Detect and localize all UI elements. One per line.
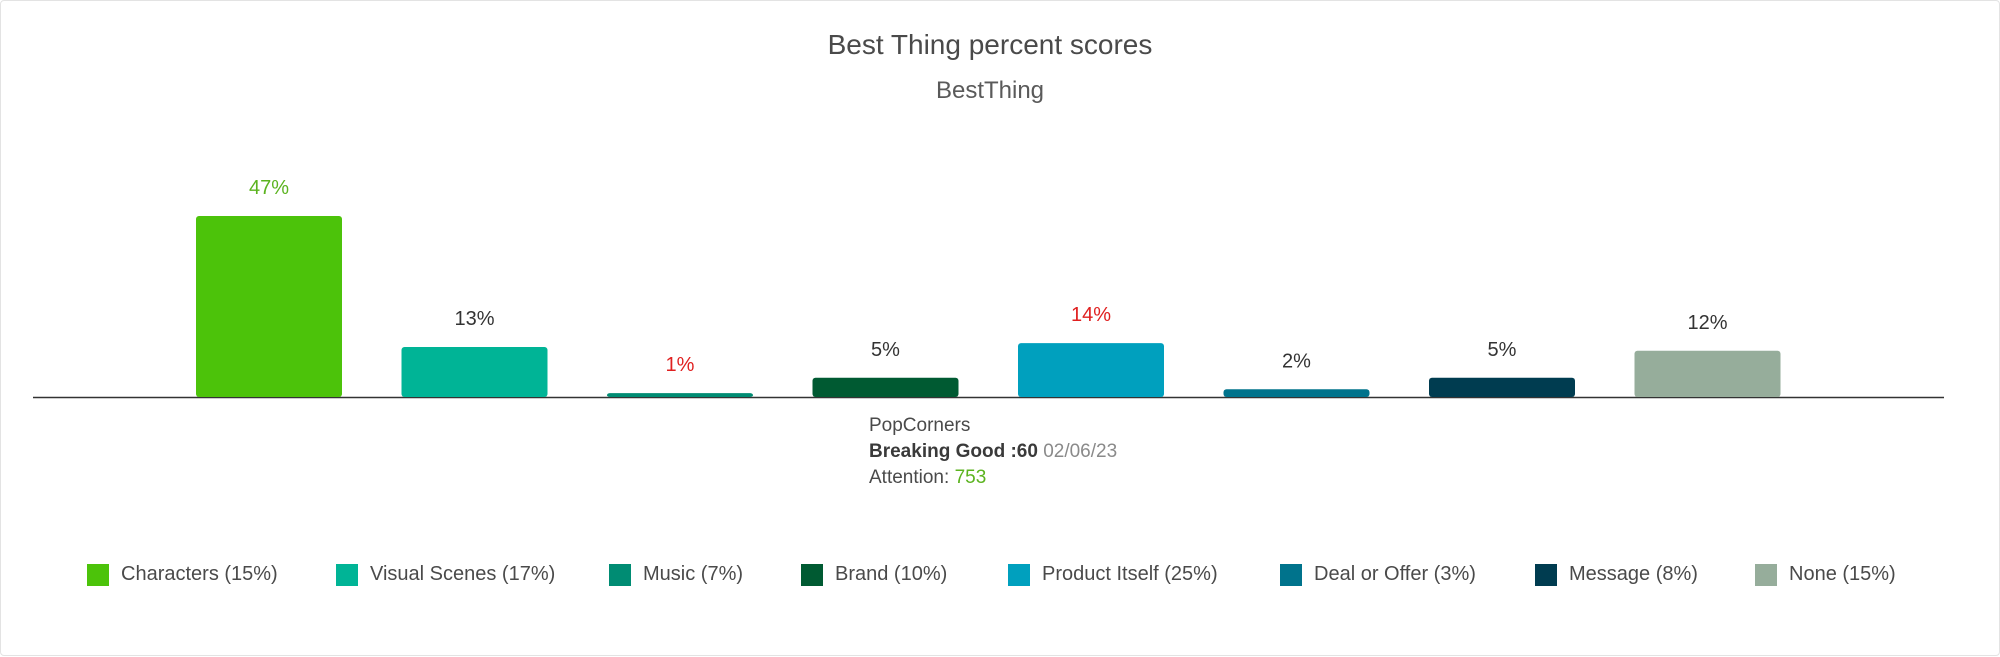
attention-line: Attention: 753 (869, 465, 1117, 491)
legend-item-none[interactable]: None (15%) (1755, 563, 1896, 586)
legend-label: Visual Scenes (17%) (370, 563, 556, 585)
data-label-visual-scenes: 13% (454, 308, 494, 330)
bar-product-itself[interactable] (1018, 343, 1164, 397)
legend-swatch (87, 563, 109, 586)
legend-item-music[interactable]: Music (7%) (609, 563, 743, 586)
legend-swatch (801, 563, 823, 586)
attention-value: 753 (954, 467, 987, 488)
data-label-message: 5% (1488, 339, 1517, 361)
legend-label: Music (7%) (643, 563, 744, 585)
legend-item-deal-or-offer[interactable]: Deal or Offer (3%) (1280, 563, 1476, 586)
bar-message[interactable] (1429, 377, 1575, 397)
chart-subtitle: BestThing (935, 77, 1045, 104)
data-label-deal-or-offer: 2% (1282, 350, 1311, 372)
ad-title-line: Breaking Good :60 02/06/23 (869, 439, 1117, 465)
brand-name: PopCorners (869, 415, 971, 436)
legend-swatch (1535, 563, 1557, 586)
chart-title: Best Thing percent scores (827, 29, 1153, 60)
ad-date: 02/06/23 (1043, 441, 1118, 462)
legend-swatch (1755, 563, 1777, 586)
legend-label: Deal or Offer (3%) (1314, 563, 1476, 585)
legend-label: Message (8%) (1569, 563, 1698, 585)
legend-item-brand[interactable]: Brand (10%) (801, 563, 947, 586)
legend-item-visual-scenes[interactable]: Visual Scenes (17%) (336, 563, 555, 586)
data-label-product-itself: 14% (1071, 304, 1111, 326)
legend-item-message[interactable]: Message (8%) (1535, 563, 1698, 586)
attention-label: Attention: (869, 467, 950, 488)
data-label-none: 12% (1687, 312, 1727, 334)
bar-deal-or-offer[interactable] (1223, 389, 1370, 397)
legend-label: Brand (10%) (835, 563, 948, 585)
legend-label: Characters (15%) (121, 563, 278, 585)
data-label-characters: 47% (249, 177, 289, 199)
data-label-music: 1% (666, 354, 695, 376)
legend-swatch (336, 563, 358, 586)
legend-label: Product Itself (25%) (1042, 563, 1218, 585)
ad-info-panel: PopCorners Breaking Good :60 02/06/23 At… (869, 413, 1117, 491)
legend-label: None (15%) (1789, 563, 1896, 585)
legend-item-characters[interactable]: Characters (15%) (87, 563, 278, 586)
data-label-brand: 5% (871, 339, 900, 361)
legend-swatch (1008, 563, 1030, 586)
bar-brand[interactable] (812, 377, 959, 397)
ad-name: Breaking Good :60 (869, 441, 1038, 462)
bar-music[interactable] (607, 393, 753, 397)
chart-legend: Characters (15%) Visual Scenes (17%) Music… (1, 563, 2000, 593)
legend-item-product-itself[interactable]: Product Itself (25%) (1008, 563, 1218, 586)
legend-swatch (1280, 563, 1302, 586)
bar-visual-scenes[interactable] (401, 346, 548, 397)
bar-none[interactable] (1634, 350, 1781, 397)
bar-characters[interactable] (196, 216, 342, 397)
legend-swatch (609, 563, 631, 586)
